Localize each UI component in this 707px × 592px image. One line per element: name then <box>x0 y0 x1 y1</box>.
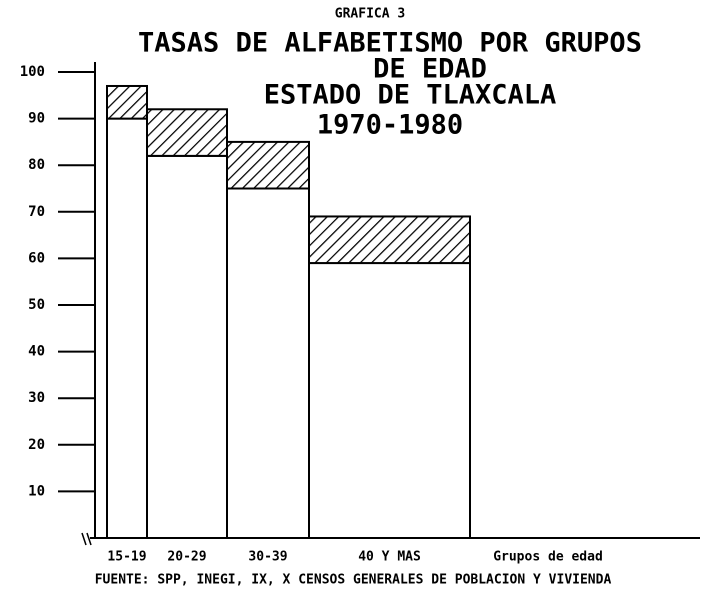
x-tick-label: 30-39 <box>248 550 287 565</box>
y-tick-label: 30 <box>28 390 45 406</box>
y-tick-label: 70 <box>28 204 45 220</box>
x-tick-label: 15-19 <box>107 550 146 565</box>
chart-title: TASAS DE ALFABETISMO POR GRUPOS <box>138 28 642 59</box>
source: FUENTE: SPP, INEGI, IX, X CENSOS GENERAL… <box>95 573 612 588</box>
bar-segment <box>308 262 471 539</box>
x-axis-label: Grupos de edad <box>493 550 603 565</box>
y-tick-label: 60 <box>28 250 45 266</box>
bar-segment <box>226 140 310 190</box>
x-tick-label: 40 Y MAS <box>358 550 421 565</box>
bar-segment <box>106 117 148 539</box>
bar-segment <box>226 187 310 539</box>
bar-segment <box>106 84 148 120</box>
axis-break <box>81 532 92 546</box>
bar-segment <box>146 154 228 539</box>
y-tick-label: 40 <box>28 344 45 360</box>
chart-subtitle: 1970-1980 <box>317 110 463 141</box>
bar-segment <box>308 215 471 265</box>
y-tick-label: 80 <box>28 157 45 173</box>
y-tick-label: 10 <box>28 483 45 499</box>
chart-number: GRAFICA 3 <box>335 7 405 22</box>
y-tick-label: 90 <box>28 111 45 127</box>
x-tick-label: 20-29 <box>167 550 206 565</box>
bar-segment <box>146 108 228 157</box>
chart-subtitle: ESTADO DE TLAXCALA <box>264 80 557 111</box>
y-tick-label: 50 <box>28 297 45 313</box>
chart-title: DE EDAD <box>373 54 487 85</box>
y-tick-label: 100 <box>20 64 45 80</box>
y-tick-label: 20 <box>28 437 45 453</box>
